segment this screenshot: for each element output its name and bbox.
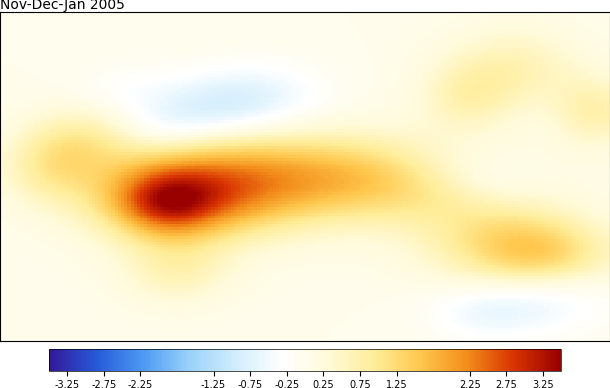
Text: Nov-Dec-Jan 2005: Nov-Dec-Jan 2005 [0,0,125,12]
